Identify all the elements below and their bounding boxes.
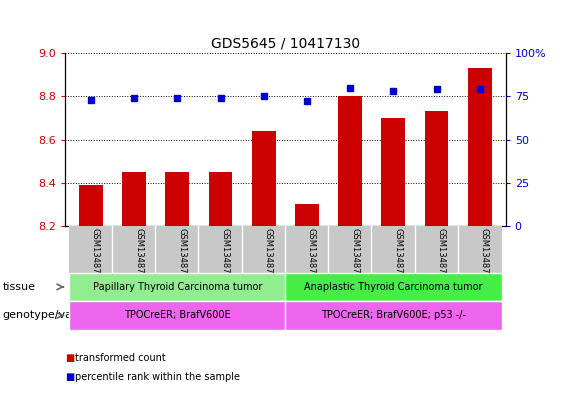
Text: GSM1348733: GSM1348733 [91,228,100,284]
Text: TPOCreER; BrafV600E: TPOCreER; BrafV600E [124,310,231,320]
Bar [338,96,362,226]
Bar [425,111,449,226]
Bar [208,172,232,226]
Text: GSM1348736: GSM1348736 [220,228,229,284]
Text: GSM1348737: GSM1348737 [264,228,273,284]
Text: transformed count: transformed count [75,353,166,363]
Bar [166,172,189,226]
Text: GSM1348738: GSM1348738 [307,228,316,284]
Text: ■: ■ [65,353,74,363]
Text: TPOCreER; BrafV600E; p53 -/-: TPOCreER; BrafV600E; p53 -/- [321,310,466,320]
Text: Anaplastic Thyroid Carcinoma tumor: Anaplastic Thyroid Carcinoma tumor [304,282,483,292]
Text: Papillary Thyroid Carcinoma tumor: Papillary Thyroid Carcinoma tumor [93,282,262,292]
Text: GSM1348741: GSM1348741 [437,228,446,284]
Text: tissue: tissue [3,282,36,292]
Bar [295,204,319,226]
Bar [79,185,103,226]
Text: GSM1348734: GSM1348734 [134,228,143,284]
Text: GSM1348735: GSM1348735 [177,228,186,284]
Text: genotype/variation: genotype/variation [3,310,109,320]
Bar [468,68,492,226]
Bar [122,172,146,226]
Text: GSM1348742: GSM1348742 [480,228,489,284]
Text: percentile rank within the sample: percentile rank within the sample [75,372,240,382]
Text: GSM1348740: GSM1348740 [393,228,402,284]
Bar [381,118,405,226]
Text: ■: ■ [65,372,74,382]
Title: GDS5645 / 10417130: GDS5645 / 10417130 [211,37,360,50]
Bar [252,131,276,226]
Text: GSM1348739: GSM1348739 [350,228,359,284]
